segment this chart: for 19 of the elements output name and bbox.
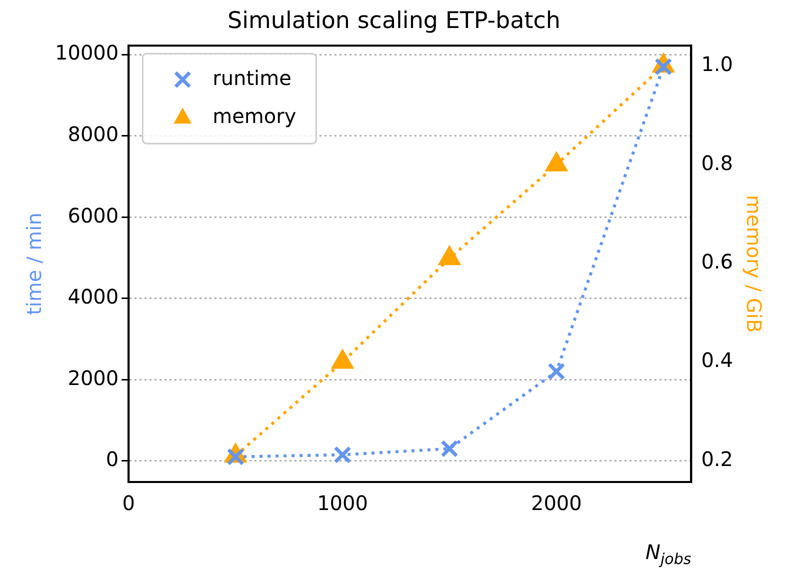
y-tick-label: 6000 <box>68 203 119 228</box>
y2-tick-label: 1.0 <box>701 52 734 76</box>
y-axis-title: time / min <box>22 212 46 315</box>
y2-tick-label: 0.6 <box>701 250 734 274</box>
x-tick-label: 2000 <box>530 491 582 516</box>
y2-tick-label: 0.4 <box>701 348 734 372</box>
y2-tick-label: 0.8 <box>701 150 734 175</box>
legend-label: memory <box>212 104 296 128</box>
y2-axis-title: memory / GiB <box>742 194 766 333</box>
y2-tick-label: 0.2 <box>701 446 734 471</box>
y-tick-label: 10000 <box>55 40 119 65</box>
chart-title: Simulation scaling ETP-batch <box>228 8 560 34</box>
x-tick-label: 0 <box>122 491 135 516</box>
y-tick-label: 8000 <box>68 122 119 146</box>
legend-label: runtime <box>212 66 292 90</box>
y-tick-label: 0 <box>106 447 119 472</box>
y-tick-label: 4000 <box>68 284 119 309</box>
y-tick-label: 2000 <box>68 366 119 390</box>
x-tick-label: 1000 <box>317 491 368 516</box>
